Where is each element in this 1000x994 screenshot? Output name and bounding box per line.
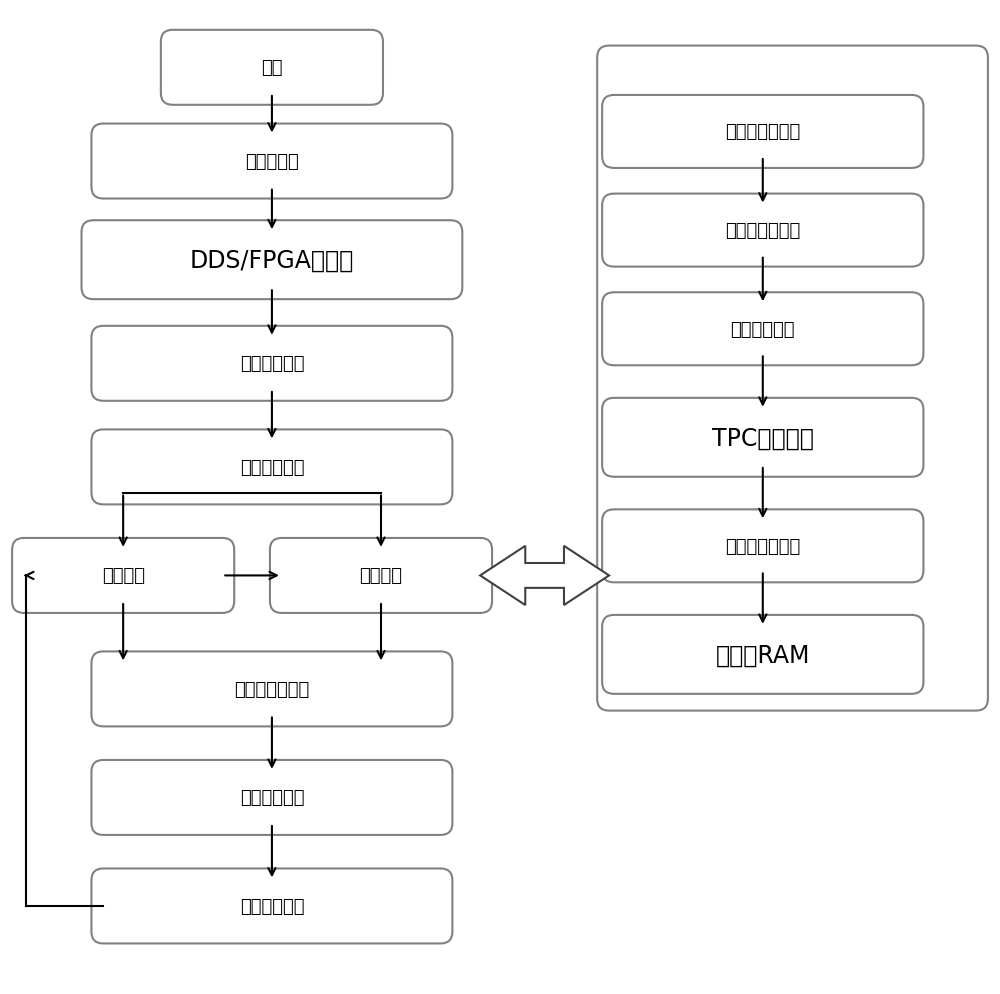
Text: 接口读写控制: 接口读写控制 bbox=[240, 788, 304, 806]
Text: 仪器键盘: 仪器键盘 bbox=[102, 567, 145, 584]
FancyBboxPatch shape bbox=[91, 652, 452, 727]
Text: 数据采集与处理: 数据采集与处理 bbox=[234, 680, 310, 698]
FancyBboxPatch shape bbox=[91, 760, 452, 835]
Text: 模块初始控制: 模块初始控制 bbox=[240, 458, 304, 476]
Text: TPC测试开始: TPC测试开始 bbox=[712, 425, 814, 450]
FancyBboxPatch shape bbox=[602, 95, 923, 169]
Text: 测量结果显示: 测量结果显示 bbox=[240, 897, 304, 915]
FancyBboxPatch shape bbox=[91, 326, 452, 402]
FancyBboxPatch shape bbox=[602, 510, 923, 582]
FancyBboxPatch shape bbox=[82, 221, 462, 300]
FancyBboxPatch shape bbox=[161, 31, 383, 105]
Polygon shape bbox=[480, 547, 609, 605]
FancyBboxPatch shape bbox=[12, 539, 234, 613]
Text: 开始: 开始 bbox=[261, 60, 283, 78]
FancyBboxPatch shape bbox=[602, 195, 923, 267]
Text: 模块控制: 模块控制 bbox=[360, 567, 403, 584]
FancyBboxPatch shape bbox=[597, 47, 988, 711]
FancyBboxPatch shape bbox=[602, 399, 923, 477]
FancyBboxPatch shape bbox=[602, 615, 923, 694]
Text: 检测完成标志位: 检测完成标志位 bbox=[725, 538, 800, 556]
FancyBboxPatch shape bbox=[270, 539, 492, 613]
FancyBboxPatch shape bbox=[602, 293, 923, 366]
FancyBboxPatch shape bbox=[91, 430, 452, 505]
Text: 硬件初始化: 硬件初始化 bbox=[245, 153, 299, 171]
Text: 触发延迟配置: 触发延迟配置 bbox=[731, 320, 795, 338]
Text: 清除所有标志位: 清除所有标志位 bbox=[725, 123, 800, 141]
Text: 硬件模块自检: 硬件模块自检 bbox=[240, 355, 304, 373]
Text: DDS/FPGA初始化: DDS/FPGA初始化 bbox=[190, 248, 354, 272]
Text: 启动帧同步模块: 启动帧同步模块 bbox=[725, 222, 800, 240]
FancyBboxPatch shape bbox=[91, 124, 452, 200]
FancyBboxPatch shape bbox=[91, 869, 452, 943]
Text: 读双口RAM: 读双口RAM bbox=[716, 643, 810, 667]
